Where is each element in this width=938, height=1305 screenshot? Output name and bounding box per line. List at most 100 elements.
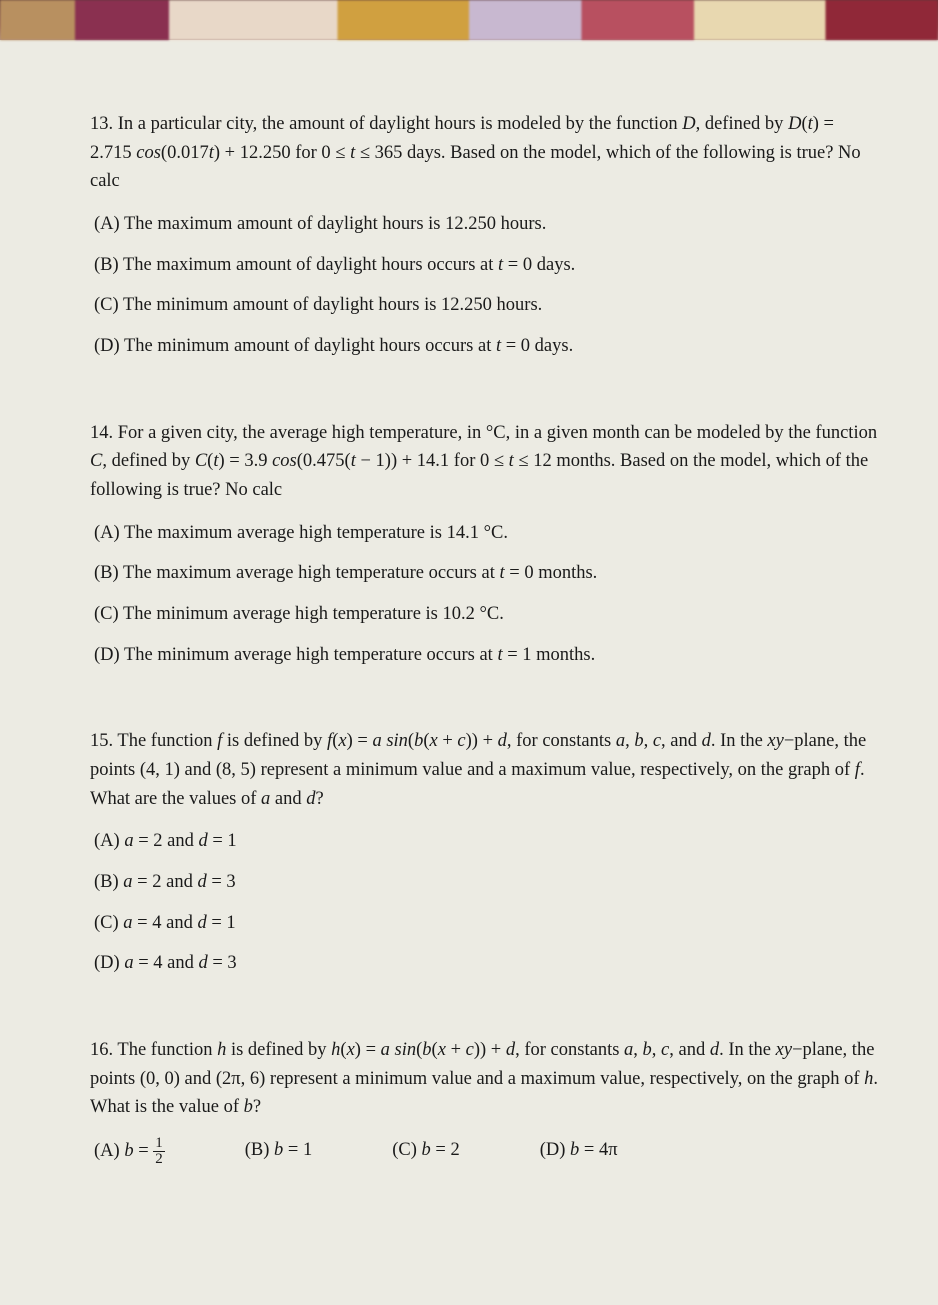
q16-d: ) =	[355, 1040, 381, 1060]
q16-opt-b-eq: = 1	[283, 1140, 312, 1160]
q14-opt-b-label: (B)	[94, 563, 119, 583]
q13-argend: ) + 12.250	[214, 143, 291, 163]
q15-xy: xy	[767, 731, 783, 751]
q13-text-c: for 0 ≤	[291, 143, 350, 163]
q15-a: 15. The function	[90, 731, 217, 751]
q15-opt-b-v1: a	[123, 872, 132, 892]
q16-option-b: (B) b = 1	[245, 1136, 312, 1167]
q16-asin: a sin	[381, 1040, 416, 1060]
q15-opt-b-label: (B)	[94, 872, 123, 892]
q15-d2: d	[306, 789, 315, 809]
q15-opt-d-v1: a	[124, 953, 133, 973]
question-14: 14. For a given city, the average high t…	[90, 419, 878, 670]
q16-cm1: ,	[633, 1040, 642, 1060]
q15-opt-d-t1: = 4 and	[134, 953, 199, 973]
page-top-binding	[0, 0, 938, 40]
q14-opt-b-post: = 0 months.	[505, 563, 598, 583]
q16-x2: x	[438, 1040, 446, 1060]
question-14-text: 14. For a given city, the average high t…	[90, 419, 878, 505]
q15-bv: b	[414, 731, 423, 751]
question-13: 13. In a particular city, the amount of …	[90, 110, 878, 361]
q15-opt-d-t2: = 3	[208, 953, 237, 973]
q16-j: . In the	[719, 1040, 776, 1060]
q14-option-b: (B) The maximum average high temperature…	[90, 559, 878, 588]
q15-opt-b-t2: = 3	[207, 872, 236, 892]
q15-dv: d	[498, 731, 507, 751]
q16-opt-c-label: (C)	[392, 1140, 421, 1160]
q13-opt-a-label: (A)	[94, 214, 120, 234]
q14-opt-d-pre: The minimum average high temperature occ…	[120, 645, 498, 665]
q13-opt-c-text: The minimum amount of daylight hours is …	[119, 295, 543, 315]
q15-option-b: (B) a = 2 and d = 3	[90, 868, 878, 897]
q15-j: . In the	[711, 731, 768, 751]
q15-option-c: (C) a = 4 and d = 1	[90, 909, 878, 938]
q14-C: C	[90, 451, 102, 471]
q16-a: 16. The function	[90, 1040, 217, 1060]
q14-opt-c-text: The minimum average high temperature is …	[119, 604, 504, 624]
q13-opt-b-post: = 0 days.	[503, 255, 575, 275]
q14-cos: cos	[272, 451, 297, 471]
q15-cv: c	[457, 731, 465, 751]
q14-opt-d-label: (D)	[94, 645, 120, 665]
q14-b: , defined by	[102, 451, 194, 471]
q15-opt-a-label: (A)	[94, 831, 124, 851]
q14-option-c: (C) The minimum average high temperature…	[90, 600, 878, 629]
q16-opt-a-eq: =	[134, 1141, 154, 1161]
q16-c4: d	[710, 1040, 719, 1060]
q16-bv: b	[422, 1040, 431, 1060]
q15-n: ?	[316, 789, 324, 809]
q15-opt-a-v2: d	[198, 831, 207, 851]
q14-eq5: − 1)) + 14.1 for 0 ≤	[356, 451, 509, 471]
q15-i: , for constants	[507, 731, 616, 751]
question-15: 15. The function f is defined by f(x) = …	[90, 727, 878, 978]
q13-opt-d-post: = 0 days.	[501, 336, 573, 356]
q16-xy: xy	[776, 1040, 792, 1060]
q14-a: 14. For a given city, the average high t…	[90, 423, 877, 443]
q15-opt-a-t2: = 1	[208, 831, 237, 851]
q13-eq-D: D	[788, 114, 801, 134]
q15-m: and	[270, 789, 306, 809]
q15-asin: a sin	[372, 731, 407, 751]
question-16-text: 16. The function h is defined by h(x) = …	[90, 1036, 878, 1122]
q16-hc: )) +	[474, 1040, 506, 1060]
q15-d: ) =	[347, 731, 373, 751]
q16-b2: b	[244, 1097, 253, 1117]
q15-x2: x	[430, 731, 438, 751]
q16-option-a: (A) b = 12	[94, 1136, 165, 1167]
q14-opt-a-label: (A)	[94, 523, 120, 543]
q15-c2: b	[634, 731, 643, 751]
q16-dv: d	[506, 1040, 515, 1060]
q13-option-a: (A) The maximum amount of daylight hours…	[90, 210, 878, 239]
q15-opt-d-v2: d	[198, 953, 207, 973]
q16-opt-a-frac: 12	[153, 1136, 165, 1167]
q16-x1: x	[347, 1040, 355, 1060]
q16-opt-a-label: (A)	[94, 1141, 124, 1161]
q13-opt-d-pre: The minimum amount of daylight hours occ…	[120, 336, 496, 356]
q13-opt-b-pre: The maximum amount of daylight hours occ…	[119, 255, 498, 275]
q15-opt-b-v2: d	[197, 872, 206, 892]
q16-opt-c-var: b	[422, 1140, 431, 1160]
q13-var-D: D	[682, 114, 695, 134]
q16-h3: h	[864, 1069, 873, 1089]
q15-opt-a-t1: = 2 and	[134, 831, 199, 851]
q16-frac-den: 2	[153, 1152, 165, 1167]
q15-cm2: ,	[644, 731, 653, 751]
q15-cm3: , and	[661, 731, 702, 751]
q15-opt-c-t2: = 1	[207, 913, 236, 933]
q15-opt-c-t1: = 4 and	[133, 913, 198, 933]
q13-option-d: (D) The minimum amount of daylight hours…	[90, 332, 878, 361]
q16-i: , for constants	[515, 1040, 624, 1060]
worksheet-page: 13. In a particular city, the amount of …	[0, 40, 938, 1305]
q16-b: is defined by	[226, 1040, 331, 1060]
q15-c3: c	[653, 731, 661, 751]
q14-opt-b-pre: The maximum average high temperature occ…	[119, 563, 500, 583]
q16-options-row: (A) b = 12 (B) b = 1 (C) b = 2 (D) b = 4…	[90, 1136, 878, 1167]
q16-cv: c	[466, 1040, 474, 1060]
question-16: 16. The function h is defined by h(x) = …	[90, 1036, 878, 1167]
q16-opt-a-var: b	[124, 1141, 133, 1161]
question-13-text: 13. In a particular city, the amount of …	[90, 110, 878, 196]
q16-opt-d-var: b	[570, 1140, 579, 1160]
q15-c4: d	[702, 731, 711, 751]
q16-c1: a	[624, 1040, 633, 1060]
q13-arg: (0.017	[161, 143, 209, 163]
